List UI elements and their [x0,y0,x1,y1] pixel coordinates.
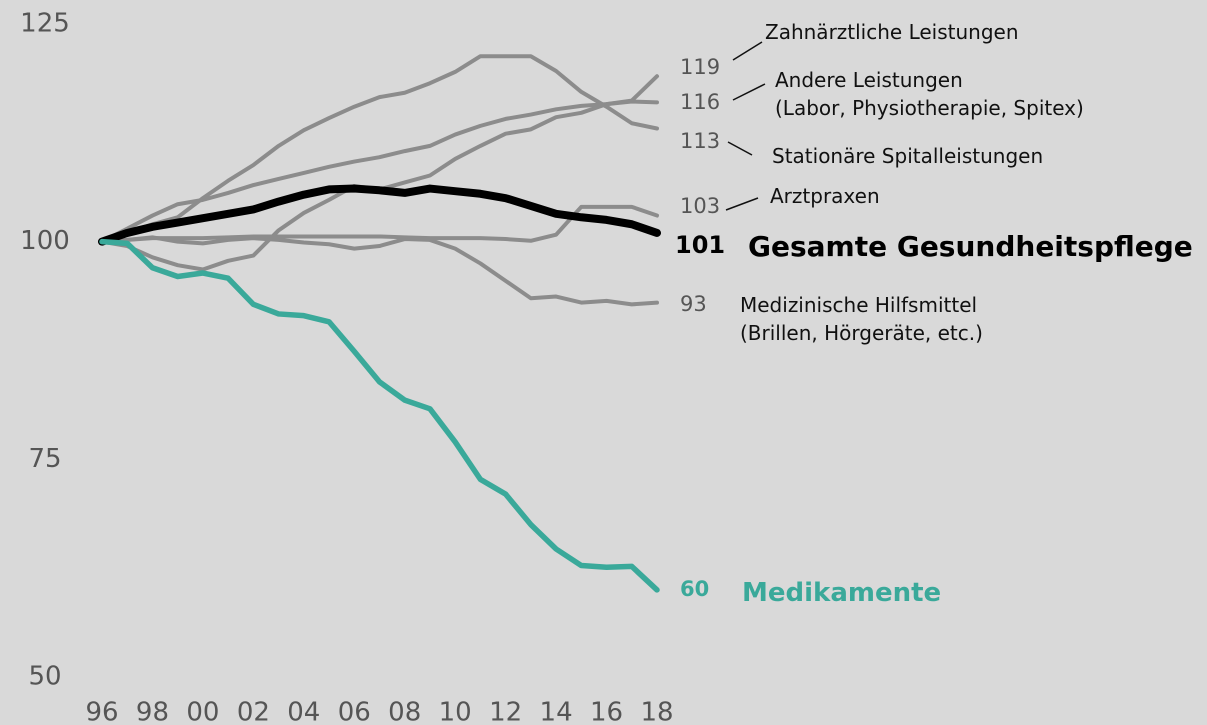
series-label: Medikamente [742,578,942,608]
x-tick-label: 12 [489,698,522,725]
connector [732,83,766,101]
connector [732,41,763,61]
x-tick-label: 98 [136,698,169,725]
y-tick-label: 100 [20,226,70,256]
x-tick-label: 96 [85,698,118,725]
series-line [100,204,659,244]
series-label: Arztpraxen [770,184,880,208]
series-line [99,238,660,593]
x-tick-label: 02 [237,698,270,725]
x-tick-label: 10 [439,698,472,725]
x-tick-label: 00 [186,698,219,725]
connector [727,141,753,156]
series-label: Zahnärztliche Leistungen [765,20,1019,44]
series-line [100,54,659,244]
end-value-label: 103 [680,194,720,218]
y-tick-label: 75 [28,444,61,474]
x-tick-label: 08 [388,698,421,725]
series-label: Medizinische Hilfsmittel (Brillen, Hörge… [740,293,983,345]
x-tick-label: 04 [287,698,320,725]
end-value-label: 93 [680,292,707,316]
end-value-label: 113 [680,129,720,153]
y-tick-label: 125 [20,9,70,39]
end-value-label: 101 [675,231,725,259]
x-tick-label: 14 [540,698,573,725]
x-tick-label: 16 [590,698,623,725]
series-label: Stationäre Spitalleistungen [772,144,1044,168]
x-tick-label: 18 [640,698,673,725]
series-line [100,99,659,244]
series-label: Gesamte Gesundheitspflege [748,230,1193,263]
x-tick-label: 06 [338,698,371,725]
series-line [100,235,659,307]
connector [725,197,759,211]
end-value-label: 116 [680,90,720,114]
series-line [98,184,661,246]
series-label: Andere Leistungen (Labor, Physiotherapie… [775,68,1084,120]
end-value-label: 60 [680,577,709,601]
end-value-label: 119 [680,55,720,79]
y-tick-label: 50 [28,662,61,692]
